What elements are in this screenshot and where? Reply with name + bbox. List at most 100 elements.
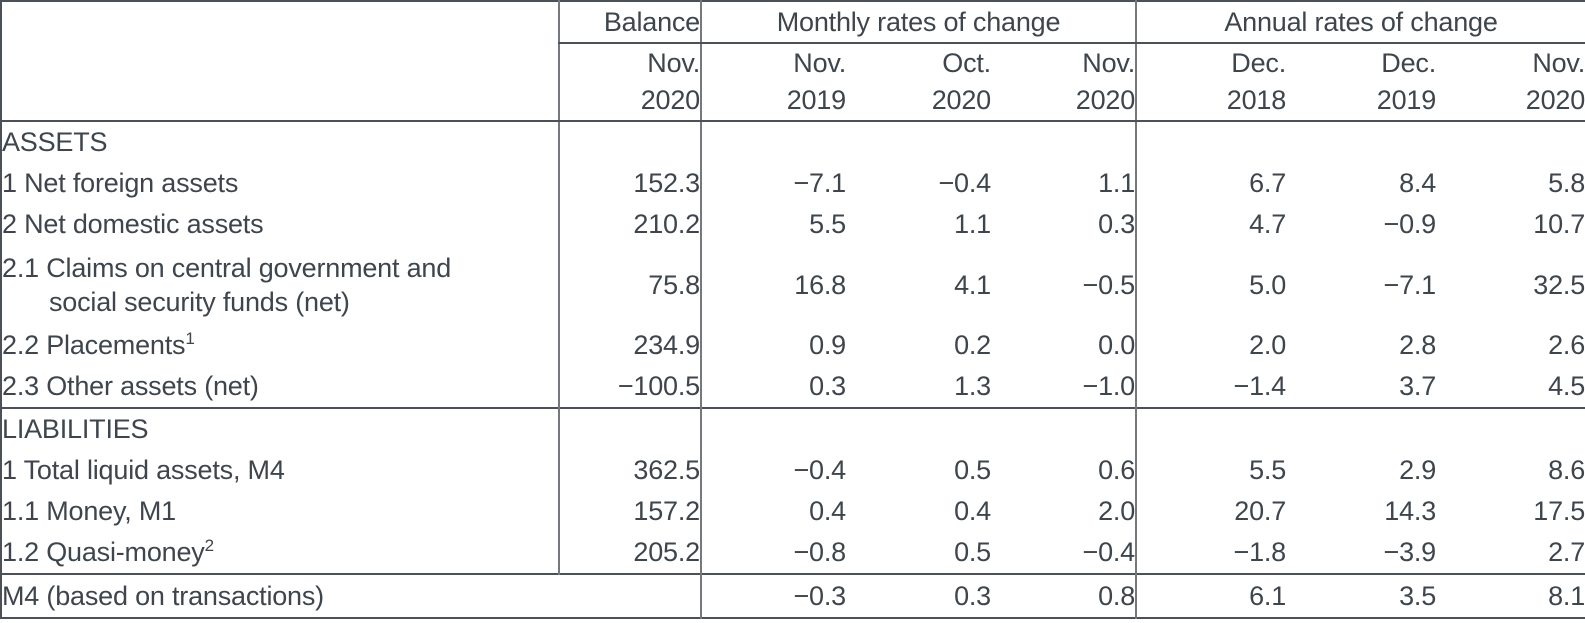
- cell-value: 10.7: [1533, 209, 1585, 239]
- cell-value: −0.4: [938, 168, 991, 198]
- cell-value: 2.8: [1399, 330, 1437, 360]
- row-label: M4 (based on transactions): [1, 573, 701, 618]
- cell-value: 2.6: [1548, 330, 1585, 360]
- footnote-marker: 1: [185, 329, 195, 348]
- table-row-placements: 2.2 Placements1 234.9 0.9 0.2 0.0 2.0 2.…: [1, 325, 1585, 366]
- cell-balance: 205.2: [558, 532, 701, 574]
- col-header-monthly-nov-2019: Nov. 2019: [700, 43, 846, 122]
- section-label: ASSETS: [2, 127, 108, 157]
- table-row-claims-central-government: 2.1 Claims on central government and soc…: [1, 245, 1585, 325]
- row-label: 2.3 Other assets (net): [2, 371, 259, 401]
- cell-value: 2.0: [1135, 325, 1287, 366]
- cell-balance: 234.9: [558, 325, 701, 366]
- section-label: LIABILITIES: [1, 407, 559, 450]
- cell-value: 16.8: [700, 245, 846, 325]
- cell-balance: 210.2: [558, 204, 701, 245]
- row-label: 1.2 Quasi-money2: [2, 536, 215, 567]
- col-header-balance-nov-2020: Nov. 2020: [558, 43, 701, 122]
- cell-value: −1.8: [1135, 532, 1287, 574]
- table-row-m4-transactions: M4 (based on transactions) −0.3 0.3 0.8 …: [1, 573, 1585, 618]
- table-row-net-foreign-assets: 1 Net foreign assets 152.3 −7.1 −0.4 1.1…: [1, 163, 1585, 204]
- cell-value: 0.5: [954, 455, 991, 485]
- footnote-marker: 2: [204, 536, 215, 555]
- cell-value: −1.4: [1135, 366, 1287, 408]
- cell-value: 6.1: [1135, 573, 1287, 618]
- cell-value: 5.8: [1548, 168, 1585, 198]
- cell-value: 0.3: [700, 366, 846, 408]
- period-header-row: Nov. 2020 Nov. 2019 Oct. 2020 Nov. 2020 …: [1, 43, 1585, 122]
- row-label: 2.1 Claims on central government and soc…: [2, 253, 452, 317]
- row-label: 1.1 Money, M1: [2, 496, 176, 526]
- col-group-annual-rates: Annual rates of change: [1135, 1, 1585, 44]
- cell-value: 3.5: [1286, 573, 1437, 618]
- cell-value: 0.4: [954, 496, 991, 526]
- table-row-net-domestic-assets: 2 Net domestic assets 210.2 5.5 1.1 0.3 …: [1, 204, 1585, 245]
- cell-value: 2.0: [1098, 496, 1136, 526]
- corner-cell: [1, 1, 559, 122]
- cell-value: 0.5: [954, 537, 991, 567]
- table-row-total-liquid-assets: 1 Total liquid assets, M4 362.5 −0.4 0.5…: [1, 450, 1585, 491]
- section-row-liabilities: LIABILITIES: [1, 407, 1585, 450]
- cell-value: −7.1: [1383, 269, 1437, 300]
- cell-value: −0.8: [700, 532, 846, 574]
- cell-value: −0.9: [1383, 209, 1437, 239]
- col-header-monthly-oct-2020: Oct. 2020: [846, 43, 991, 122]
- col-header-annual-nov-2020: Nov. 2020: [1436, 43, 1585, 122]
- cell-value: −0.4: [1082, 537, 1136, 567]
- cell-value: 14.3: [1384, 496, 1437, 526]
- cell-value: 1.3: [954, 371, 991, 401]
- cell-value: 5.0: [1135, 245, 1287, 325]
- cell-value: 32.5: [1533, 269, 1585, 300]
- row-label: 1 Net foreign assets: [2, 168, 239, 198]
- cell-value: −0.5: [1082, 269, 1136, 300]
- cell-value: −0.4: [700, 450, 846, 491]
- cell-value: −0.3: [700, 573, 846, 618]
- cell-value: 0.3: [1098, 209, 1136, 239]
- cell-value: 17.5: [1533, 496, 1585, 526]
- cell-value: −1.0: [1082, 371, 1136, 401]
- row-label: 1 Total liquid assets, M4: [2, 455, 285, 485]
- cell-value: 8.1: [1436, 573, 1585, 618]
- col-group-balance: Balance: [558, 1, 701, 44]
- cell-balance: −100.5: [558, 366, 701, 408]
- cell-value: 8.6: [1548, 455, 1585, 485]
- row-label: 2.2 Placements1: [2, 329, 195, 360]
- cell-value: 2.9: [1399, 455, 1437, 485]
- cell-value: −3.9: [1383, 537, 1437, 567]
- cell-value: 4.7: [1135, 204, 1287, 245]
- table-row-quasi-money: 1.2 Quasi-money2 205.2 −0.8 0.5 −0.4 −1.…: [1, 532, 1585, 574]
- col-header-monthly-nov-2020: Nov. 2020: [991, 43, 1137, 122]
- cell-value: 4.5: [1548, 371, 1585, 401]
- group-header-row: Balance Monthly rates of change Annual r…: [1, 1, 1585, 122]
- col-group-monthly-rates: Monthly rates of change: [699, 1, 1137, 44]
- cell-balance: 75.8: [558, 245, 701, 325]
- cell-value: 0.9: [700, 325, 846, 366]
- cell-value: 0.4: [700, 491, 846, 532]
- cell-value: 0.0: [1098, 330, 1136, 360]
- row-label: 2 Net domestic assets: [2, 209, 264, 239]
- cell-value: 3.7: [1399, 371, 1437, 401]
- cell-value: 5.5: [700, 204, 846, 245]
- cell-balance: 362.5: [558, 450, 701, 491]
- cell-value: −7.1: [700, 163, 846, 204]
- cell-value: 8.4: [1399, 168, 1437, 198]
- cell-value: 5.5: [1135, 450, 1287, 491]
- cell-value: 20.7: [1135, 491, 1287, 532]
- cell-value: 1.1: [954, 209, 991, 239]
- table-row-other-assets: 2.3 Other assets (net) −100.5 0.3 1.3 −1…: [1, 366, 1585, 408]
- col-header-annual-dec-2019: Dec. 2019: [1286, 43, 1437, 122]
- cell-value: 4.1: [954, 269, 991, 300]
- cell-value: 0.3: [846, 573, 991, 618]
- cell-value: 2.7: [1548, 537, 1585, 567]
- table-row-money-m1: 1.1 Money, M1 157.2 0.4 0.4 2.0 20.7 14.…: [1, 491, 1585, 532]
- cell-value: 1.1: [1098, 168, 1136, 198]
- section-row-assets: ASSETS: [1, 121, 1585, 163]
- cell-value: 0.2: [954, 330, 991, 360]
- col-header-annual-dec-2018: Dec. 2018: [1135, 43, 1287, 122]
- cell-value: 0.8: [991, 573, 1137, 618]
- cell-value: 6.7: [1135, 163, 1287, 204]
- cell-balance: 152.3: [558, 163, 701, 204]
- cell-value: 0.6: [1098, 455, 1136, 485]
- cell-balance: 157.2: [558, 491, 701, 532]
